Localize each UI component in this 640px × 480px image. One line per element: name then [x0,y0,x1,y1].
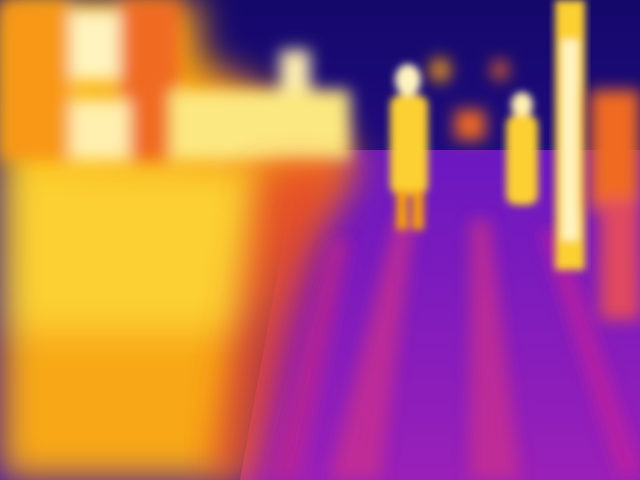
hot-pole [555,0,585,270]
pavement [240,150,640,480]
distant-heat-spots [430,58,640,320]
pavement-seams [270,220,640,480]
hot-structures [0,0,350,160]
person-center [390,64,428,230]
transition-glow [210,170,340,480]
person-right [506,92,538,205]
